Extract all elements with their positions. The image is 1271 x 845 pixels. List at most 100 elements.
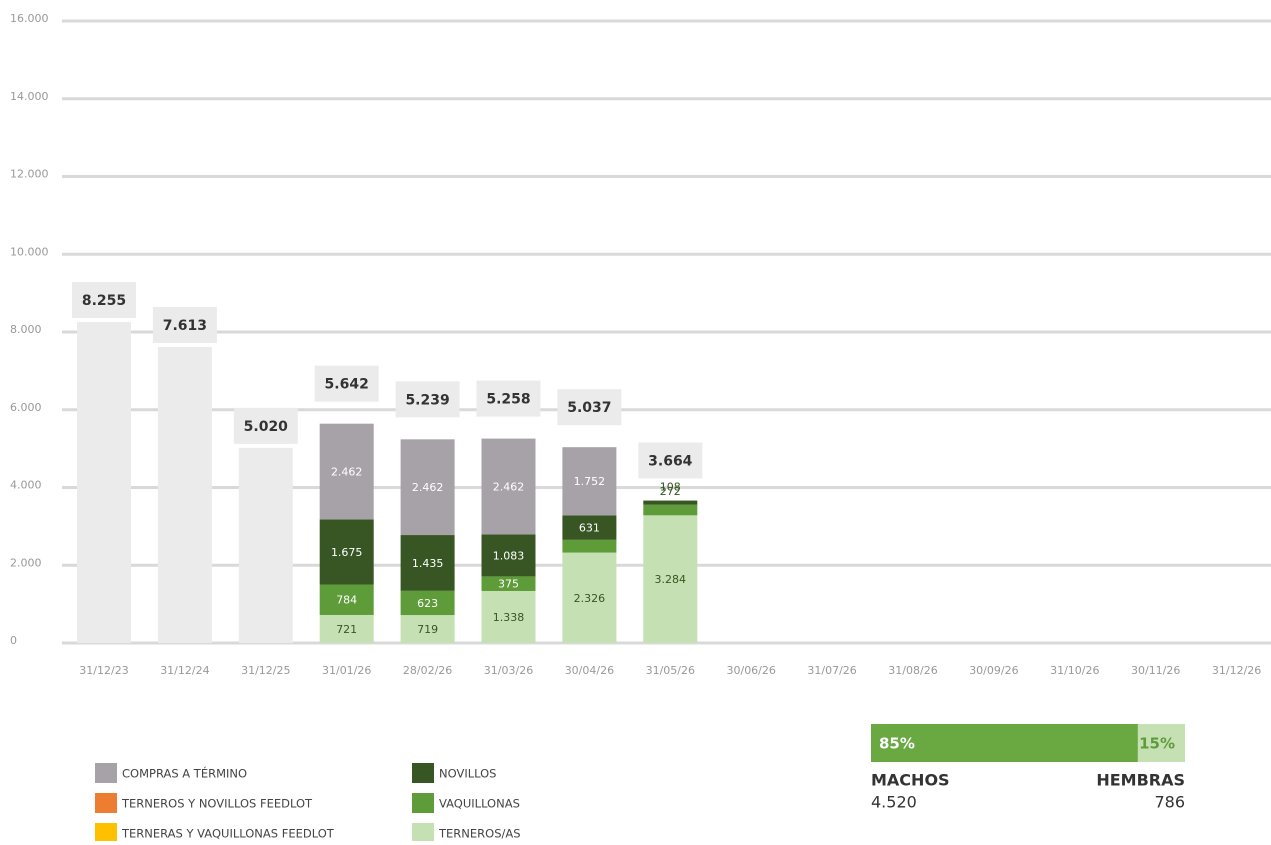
y-tick-label: 8.000 (10, 323, 42, 336)
data-label: 1.675 (331, 546, 363, 559)
bar-segment (562, 447, 617, 516)
bar-segment (319, 519, 374, 585)
x-tick-label: 28/02/26 (403, 664, 452, 677)
total-label: 7.613 (163, 318, 207, 334)
total-label-box (314, 365, 379, 402)
total-label-box (152, 307, 217, 344)
bar-segment (319, 614, 374, 643)
legend-swatch (412, 793, 434, 813)
total-label-box (476, 380, 541, 417)
sex-count: 4.520 (871, 793, 917, 812)
bar-segment (319, 423, 374, 520)
bar-segment (319, 584, 374, 615)
x-tick-label: 30/09/26 (969, 664, 1018, 677)
bar-segment (481, 438, 536, 535)
data-label: 272 (660, 485, 681, 498)
y-tick-label: 16.000 (10, 12, 49, 25)
total-label: 5.258 (486, 392, 530, 408)
total-bar (77, 322, 131, 643)
legend-label: NOVILLOS (439, 767, 496, 781)
x-tick-label: 31/05/26 (646, 664, 695, 677)
bar-segment (562, 515, 617, 540)
data-label: 784 (336, 594, 357, 607)
data-label: 2.462 (412, 481, 444, 494)
total-label: 3.664 (648, 454, 693, 470)
data-label: 1.435 (412, 557, 444, 570)
total-label: 8.255 (82, 293, 126, 309)
data-label: 1.083 (493, 549, 525, 562)
legend-swatch (412, 823, 434, 843)
bar-segment (400, 615, 455, 643)
y-tick-label: 12.000 (10, 168, 49, 181)
total-label-box (557, 389, 622, 426)
total-bar (238, 447, 293, 643)
y-tick-label: 0 (10, 634, 17, 647)
x-tick-label: 31/01/26 (322, 664, 371, 677)
y-tick-label: 14.000 (10, 90, 49, 103)
y-tick-label: 2.000 (10, 556, 42, 569)
x-tick-label: 31/12/24 (160, 664, 209, 677)
data-label: 721 (336, 623, 357, 636)
sex-bar-segment (871, 724, 1138, 762)
bar-segment (643, 504, 698, 516)
total-bar (157, 347, 212, 643)
total-label-box (395, 381, 460, 418)
bar-segment (481, 590, 536, 643)
legend-swatch (95, 793, 117, 813)
x-tick-label: 30/06/26 (726, 664, 775, 677)
bar-segment (562, 539, 617, 553)
total-label: 5.020 (244, 419, 289, 435)
legend-label: TERNERAS Y VAQUILLONAS FEEDLOT (121, 827, 335, 841)
bar-segment (400, 535, 455, 591)
total-label: 5.642 (325, 377, 369, 393)
bar-segment (481, 576, 536, 591)
sex-count: 786 (1154, 793, 1185, 812)
data-label: 1.752 (574, 475, 606, 488)
total-label: 5.037 (567, 400, 611, 416)
legend-swatch (95, 763, 117, 783)
legend-swatch (412, 763, 434, 783)
x-tick-label: 31/12/23 (79, 664, 128, 677)
data-label: 719 (417, 623, 438, 636)
bar-segment (643, 515, 698, 643)
bar-segment (643, 500, 698, 505)
x-tick-label: 31/07/26 (807, 664, 856, 677)
sex-label: HEMBRAS (1096, 771, 1185, 790)
data-label: 1.338 (493, 611, 525, 624)
bar-segment (400, 590, 455, 616)
data-label: 2.326 (574, 592, 606, 605)
data-label: 3.284 (655, 573, 687, 586)
x-tick-label: 31/12/26 (1212, 664, 1261, 677)
x-tick-label: 31/12/25 (241, 664, 290, 677)
legend-swatch (95, 823, 117, 843)
data-label: 2.462 (331, 466, 363, 479)
bar-segment (481, 534, 536, 577)
data-label: 2.462 (493, 480, 525, 493)
sex-label: MACHOS (871, 771, 950, 790)
x-tick-label: 30/11/26 (1131, 664, 1180, 677)
x-tick-label: 31/10/26 (1050, 664, 1099, 677)
total-label-box (233, 407, 298, 444)
x-tick-label: 31/08/26 (888, 664, 937, 677)
legend-label: COMPRAS A TÉRMINO (122, 766, 247, 781)
data-label: 631 (579, 522, 600, 535)
data-label: 623 (417, 597, 438, 610)
total-label: 5.239 (405, 392, 449, 408)
legend-label: TERNEROS Y NOVILLOS FEEDLOT (121, 797, 313, 811)
sex-bar-segment (1137, 724, 1185, 762)
y-tick-label: 4.000 (10, 479, 42, 492)
x-tick-label: 31/03/26 (484, 664, 533, 677)
sex-percent: 85% (879, 735, 915, 753)
bar-segment (400, 439, 455, 536)
sex-percent: 15% (1139, 735, 1175, 753)
y-tick-label: 10.000 (10, 245, 49, 258)
legend-label: VAQUILLONAS (439, 797, 520, 811)
bar-segment (562, 552, 617, 643)
total-label-box (638, 442, 703, 479)
total-label-box (72, 282, 136, 319)
legend-label: TERNEROS/AS (438, 827, 521, 841)
y-tick-label: 6.000 (10, 401, 42, 414)
data-label: 375 (498, 578, 519, 591)
